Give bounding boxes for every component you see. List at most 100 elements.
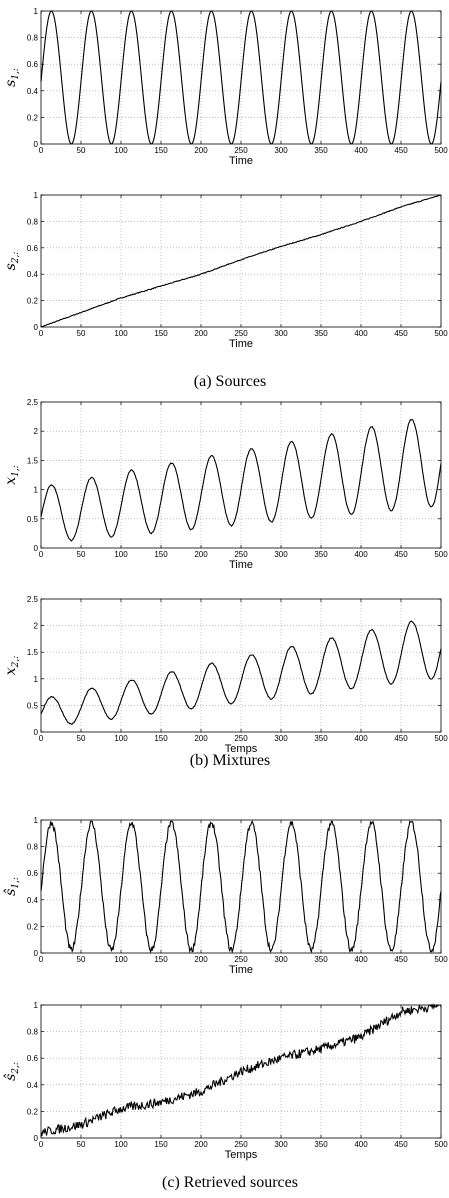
series-line [40, 194, 442, 328]
x-tick-label: 100 [114, 955, 128, 964]
x-tick-label: 250 [234, 550, 248, 559]
x-tick-label: 500 [434, 1140, 448, 1149]
y-tick-label: 0.2 [27, 922, 39, 931]
x-tick-label: 300 [274, 734, 288, 743]
x-tick-label: 100 [114, 329, 128, 338]
x-tick-label: 300 [274, 329, 288, 338]
y-tick-label: 2.5 [27, 398, 39, 407]
x-tick-label: 100 [114, 146, 128, 155]
y-tick-label: 0 [34, 323, 39, 332]
x-tick-label: 350 [314, 550, 328, 559]
y-tick-label: 1 [34, 1001, 39, 1010]
caption-b: (b) Mixtures [190, 752, 270, 769]
x-tick-label: 0 [39, 734, 44, 743]
x-tick-label: 50 [77, 955, 86, 964]
x-tick-label: 250 [234, 1140, 248, 1149]
y-tick-label: 1 [34, 816, 39, 825]
y-tick-label: 0.5 [27, 701, 39, 710]
x-tick-label: 250 [234, 734, 248, 743]
x-tick-label: 0 [39, 955, 44, 964]
x-axis-label: Temps [225, 1149, 258, 1161]
x-tick-label: 50 [77, 329, 86, 338]
x-tick-label: 50 [77, 734, 86, 743]
x-tick-label: 500 [434, 734, 448, 743]
x-tick-label: 400 [354, 955, 368, 964]
chart-panel-4: 0 50 100 150 200 250 300 350 400 450 500 0 0.2 0.4 0.6… [3, 816, 448, 976]
chart-panel-5: 0 50 100 150 200 250 300 350 400 450 500 0 0.2 0.4 0.6… [3, 1001, 448, 1161]
series-line [40, 418, 442, 542]
x-tick-label: 150 [154, 734, 168, 743]
x-tick-label: 100 [114, 734, 128, 743]
x-tick-label: 450 [394, 329, 408, 338]
y-tick-label: 1 [34, 191, 39, 200]
x-tick-label: 400 [354, 734, 368, 743]
chart-panel-0: 0 50 100 150 200 250 300 350 400 450 500 0 0.2 0.4 0.6… [3, 7, 448, 167]
x-tick-label: 150 [154, 1140, 168, 1149]
x-tick-label: 450 [394, 955, 408, 964]
x-tick-label: 250 [234, 329, 248, 338]
y-tick-label: 1.5 [27, 648, 39, 657]
x-tick-label: 450 [394, 550, 408, 559]
plot-frame [40, 819, 442, 954]
y-tick-label: 2.5 [27, 595, 39, 604]
y-tick-label: 0.8 [27, 217, 39, 226]
x-tick-label: 250 [234, 146, 248, 155]
x-tick-label: 250 [234, 955, 248, 964]
y-tick-label: 1 [34, 7, 39, 16]
y-tick-label: 0 [34, 140, 39, 149]
y-tick-label: 0.4 [27, 896, 39, 905]
y-tick-label: 0.6 [27, 869, 39, 878]
x-tick-label: 0 [39, 550, 44, 559]
series-line [40, 1002, 442, 1137]
x-axis-label: Time [229, 338, 253, 350]
caption-c: (c) Retrieved sources [162, 1174, 298, 1191]
y-tick-label: 0.8 [27, 34, 39, 43]
x-tick-label: 500 [434, 550, 448, 559]
x-tick-label: 100 [114, 550, 128, 559]
x-tick-label: 50 [77, 146, 86, 155]
x-tick-label: 350 [314, 329, 328, 338]
y-tick-label: 0 [34, 544, 39, 553]
x-tick-label: 350 [314, 146, 328, 155]
y-tick-label: 0.8 [27, 843, 39, 852]
x-tick-label: 400 [354, 329, 368, 338]
x-tick-label: 200 [194, 1140, 208, 1149]
chart-panel-2: 0 50 100 150 200 250 300 350 400 450 500 0 0.5 1 1.5 2 2… [3, 398, 448, 571]
y-tick-label: 0.6 [27, 60, 39, 69]
x-tick-label: 150 [154, 146, 168, 155]
caption-a: (a) Sources [194, 373, 266, 390]
y-tick-label: 1.5 [27, 456, 39, 465]
x-axis-label: Time [229, 559, 253, 571]
x-tick-label: 300 [274, 1140, 288, 1149]
x-tick-label: 300 [274, 146, 288, 155]
y-axis-label: x2,: [3, 656, 21, 676]
y-tick-label: 0.2 [27, 113, 39, 122]
x-tick-label: 150 [154, 329, 168, 338]
x-tick-label: 500 [434, 146, 448, 155]
x-axis-label: Time [229, 155, 253, 167]
x-tick-label: 500 [434, 329, 448, 338]
x-tick-label: 350 [314, 1140, 328, 1149]
panels: 0 50 100 150 200 250 300 350 400 450 50000.20.40.6… [3, 7, 448, 1161]
y-axis-label: ŝ1,: [3, 877, 21, 896]
y-tick-label: 0 [34, 728, 39, 737]
series-line [40, 620, 442, 725]
y-tick-label: 0.8 [27, 1028, 39, 1037]
y-tick-label: 0.2 [27, 1107, 39, 1116]
x-tick-label: 0 [39, 1140, 44, 1149]
x-tick-label: 200 [194, 734, 208, 743]
x-tick-label: 450 [394, 146, 408, 155]
x-axis-label: Temps [225, 743, 258, 755]
y-tick-label: 0.4 [27, 1081, 39, 1090]
x-tick-label: 200 [194, 146, 208, 155]
x-tick-label: 400 [354, 1140, 368, 1149]
y-tick-label: 2 [34, 622, 39, 631]
y-axis-label: ŝ2,: [3, 1062, 21, 1081]
x-tick-label: 300 [274, 550, 288, 559]
x-tick-label: 450 [394, 734, 408, 743]
y-tick-label: 0.6 [27, 1054, 39, 1063]
y-tick-label: 0 [34, 1134, 39, 1143]
x-tick-label: 400 [354, 146, 368, 155]
x-tick-label: 450 [394, 1140, 408, 1149]
x-tick-label: 350 [314, 734, 328, 743]
